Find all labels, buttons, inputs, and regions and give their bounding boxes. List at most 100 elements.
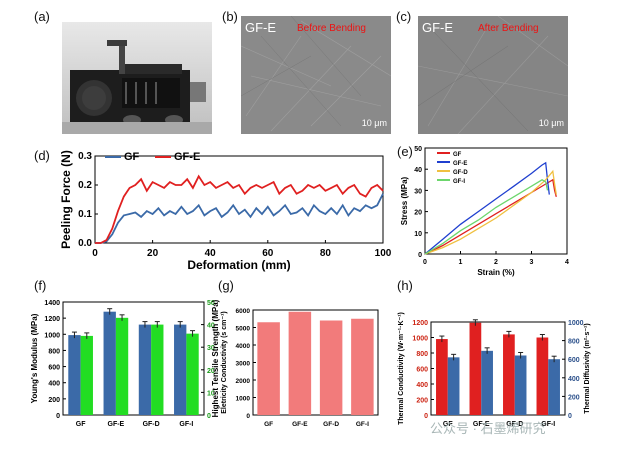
data-point	[250, 216, 251, 217]
y2-tick-label: 600	[568, 357, 580, 364]
data-point	[135, 212, 136, 213]
data-point	[513, 203, 514, 204]
data-point	[495, 207, 496, 208]
x-tick-label: GF-E	[292, 421, 308, 428]
data-point	[442, 243, 443, 244]
x-tick-label: GF-D	[323, 421, 339, 428]
data-point	[215, 208, 216, 209]
bar	[288, 311, 312, 415]
data-point	[552, 171, 553, 172]
data-point	[181, 184, 182, 185]
sem-caption: Before Bending	[297, 23, 366, 34]
data-point	[169, 211, 170, 212]
data-point	[164, 187, 165, 188]
data-point	[554, 183, 555, 184]
panel-label-g: (g)	[218, 278, 234, 293]
data-point	[146, 190, 147, 191]
data-point	[348, 215, 349, 216]
y-tick-label: 800	[48, 348, 60, 355]
y-tick-label: 5000	[236, 326, 251, 333]
data-point	[313, 205, 314, 206]
bar	[186, 333, 199, 415]
data-point	[547, 190, 548, 191]
data-point	[94, 242, 95, 243]
series-line	[424, 169, 557, 255]
series-line	[95, 193, 384, 244]
data-point	[273, 215, 274, 216]
x-tick-label: GF	[76, 421, 86, 428]
data-point	[106, 240, 107, 241]
data-point	[513, 186, 514, 187]
data-point	[552, 179, 553, 180]
data-point	[331, 187, 332, 188]
data-point	[371, 208, 372, 209]
data-point	[377, 184, 378, 185]
bar	[514, 355, 527, 415]
series-line	[95, 174, 384, 244]
bar	[436, 339, 448, 415]
x-tick-label: GF	[264, 421, 273, 428]
data-point	[181, 206, 182, 207]
y-tick-label: 20	[414, 210, 422, 217]
x-tick-label: 100	[375, 248, 392, 259]
y-tick-label: 1200	[412, 320, 428, 327]
data-point	[158, 184, 159, 185]
y2-tick-label: 20	[207, 368, 215, 375]
data-point	[542, 164, 543, 165]
data-point	[210, 182, 211, 183]
x-tick-label: GF-I	[541, 421, 555, 428]
data-point	[233, 187, 234, 188]
data-point	[319, 184, 320, 185]
y-tick-label: 1000	[412, 336, 428, 343]
data-point	[198, 205, 199, 206]
data-point	[359, 193, 360, 194]
y-tick-label: 0.1	[78, 209, 92, 220]
bar	[469, 322, 482, 415]
x-tick-label: GF-D	[506, 421, 523, 428]
y-tick-label: 1000	[236, 396, 251, 403]
x-tick-label: GF-I	[179, 421, 193, 428]
y-tick-label: 1000	[44, 332, 60, 339]
y-tick-label: 400	[48, 381, 60, 388]
data-point	[342, 205, 343, 206]
x-tick-label: 40	[205, 248, 217, 259]
y2-tick-label: 50	[207, 300, 215, 307]
data-point	[175, 184, 176, 185]
data-point	[244, 209, 245, 210]
data-point	[354, 208, 355, 209]
data-point	[192, 211, 193, 212]
data-point	[424, 253, 425, 254]
x-tick-label: GF	[443, 421, 453, 428]
data-point	[342, 193, 343, 194]
data-point	[382, 193, 383, 194]
bar	[503, 334, 515, 415]
data-point	[175, 213, 176, 214]
bar	[138, 324, 152, 415]
y-axis-label: Peeling Force (N)	[59, 150, 73, 249]
y-tick-label: 3000	[236, 361, 251, 368]
data-point	[284, 205, 285, 206]
chart-conductivity: 0 1000 2000 3000 4000 5000 6000 GF GF-E GF-D GF-I E…	[221, 308, 379, 428]
data-point	[495, 213, 496, 214]
data-point	[382, 190, 383, 191]
y-tick-label: 0	[56, 413, 60, 420]
x-tick-label: 3	[530, 259, 534, 266]
data-point	[261, 213, 262, 214]
data-point	[221, 216, 222, 217]
chart-thermal: 0 200 400 600 800 1000 1200 0 200 400 600 800 1000 GF…	[398, 312, 591, 428]
bar	[115, 317, 129, 415]
data-point	[542, 179, 543, 180]
panel-label-c: (c)	[396, 9, 412, 24]
series-line	[424, 178, 557, 255]
legend-label: GF-D	[453, 170, 468, 176]
data-point	[273, 182, 274, 183]
y-tick-label: 0	[418, 252, 422, 259]
data-point	[198, 176, 199, 177]
data-point	[250, 187, 251, 188]
panel-label-e: (e)	[397, 144, 413, 159]
y2-axis-label: Thermal Diffusivity (m²·s⁻¹)	[584, 323, 591, 413]
x-tick-label: GF-E	[473, 421, 490, 428]
data-point	[371, 187, 372, 188]
bar	[536, 337, 549, 415]
